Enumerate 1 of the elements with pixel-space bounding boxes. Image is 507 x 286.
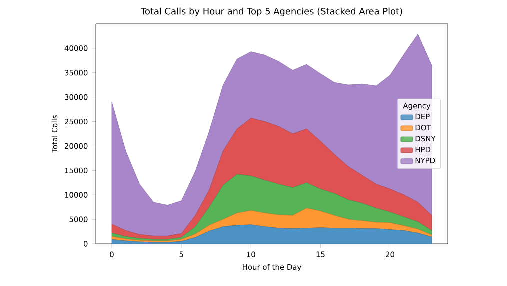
chart-title: Total Calls by Hour and Top 5 Agencies (Stacked Area Plot) [140,8,402,16]
